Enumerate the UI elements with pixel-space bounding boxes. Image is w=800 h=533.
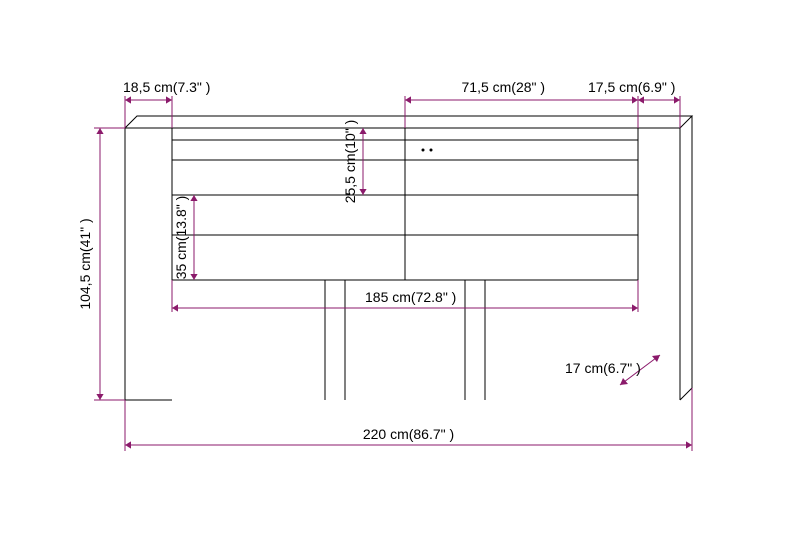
dim-inner-width: 185 cm(72.8" ) bbox=[365, 289, 456, 305]
dim-shelf-width: 71,5 cm(28" ) bbox=[462, 79, 546, 95]
dim-panel-left: 18,5 cm(7.3" ) bbox=[123, 79, 210, 95]
dim-drawer-height: 35 cm(13.8" ) bbox=[173, 196, 189, 280]
dim-total-height: 104,5 cm(41" ) bbox=[77, 218, 93, 309]
dim-panel-right: 17,5 cm(6.9" ) bbox=[588, 79, 675, 95]
dim-shelf-height: 25,5 cm(10" ) bbox=[342, 120, 358, 204]
dim-depth: 17 cm(6.7" ) bbox=[565, 360, 641, 376]
dim-total-width: 220 cm(86.7" ) bbox=[363, 426, 454, 442]
